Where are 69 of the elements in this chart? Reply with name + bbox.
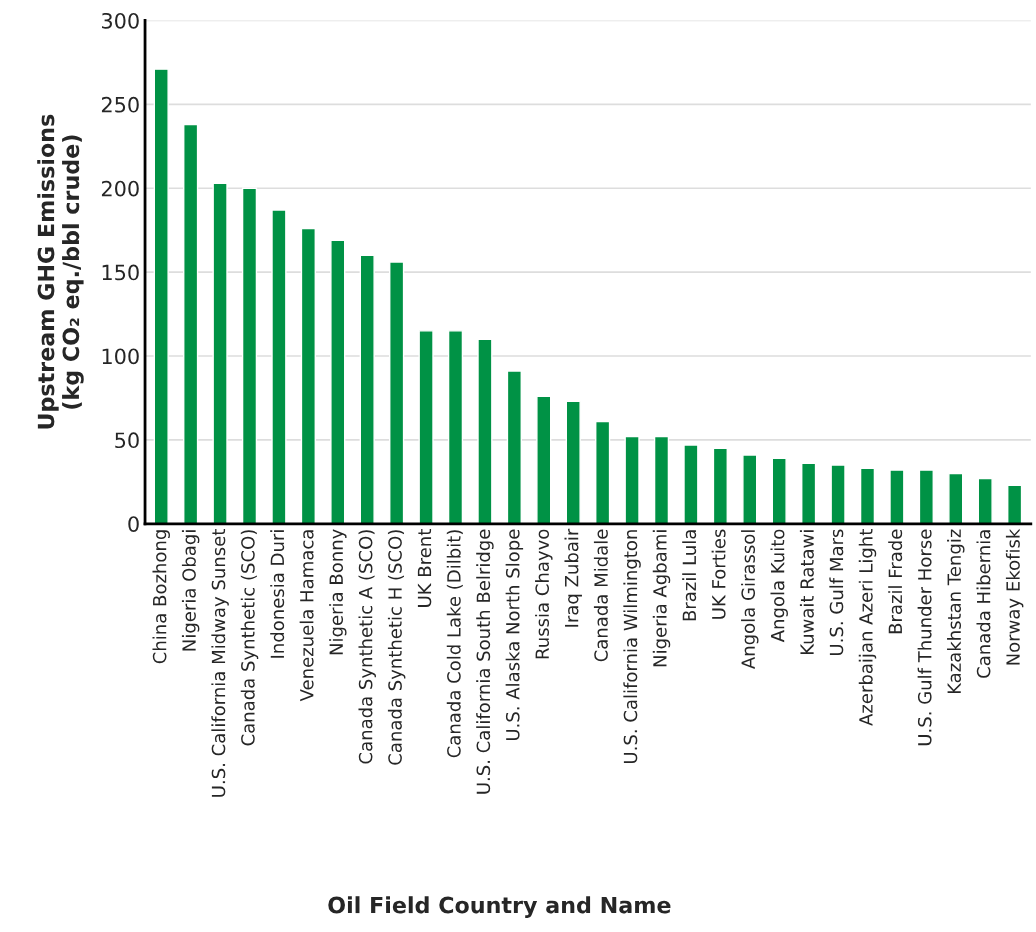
- x-tick-label: Kuwait Ratawi: [799, 530, 814, 655]
- bar: [536, 395, 552, 524]
- x-tick-label: Nigeria Obagi: [181, 530, 200, 651]
- x-tick-label: Brazil Frade: [888, 529, 903, 634]
- x-tick-label: Canada Synthetic H (SCO): [387, 530, 406, 765]
- x-tick-label: Angola Kuito: [770, 529, 788, 643]
- bar: [271, 209, 287, 524]
- bar: [918, 469, 934, 524]
- bar: [153, 68, 169, 524]
- bar: [948, 472, 964, 524]
- bar: [801, 462, 817, 524]
- y-axis-title: Upstream GHG Emissions (kg CO₂ eq./bbl crude): [37, 114, 84, 429]
- x-tick-label: Russia Chayvo: [535, 529, 553, 659]
- bar: [241, 187, 258, 524]
- bar: [653, 435, 670, 524]
- x-tick-label: U.S. Gulf Thunder Horse: [917, 529, 932, 746]
- x-tick-label: Kazakhstan Tengiz: [947, 529, 965, 694]
- x-tick-label: Indonesia Duri: [270, 530, 285, 658]
- x-tick-label: Azerbaijan Azeri Light: [858, 529, 877, 726]
- x-tick-label: Nigeria Agbami: [652, 530, 671, 667]
- x-tick-label: Venezuela Hamaca: [299, 530, 314, 702]
- x-tick-label: U.S. California Wilmington: [623, 530, 641, 763]
- bar: [624, 435, 640, 524]
- bar: [389, 261, 405, 524]
- y-tick-label: 300: [102, 12, 139, 29]
- bar: [683, 444, 699, 524]
- bar: [859, 467, 876, 524]
- x-tick-label: U.S. Gulf Mars: [829, 529, 844, 655]
- bar: [447, 330, 464, 524]
- bar: [712, 447, 728, 524]
- y-tick-label: 50: [115, 432, 139, 449]
- y-tick-label: 150: [102, 264, 139, 281]
- bar: [771, 457, 787, 524]
- bar: [359, 254, 375, 524]
- bar: [830, 464, 846, 524]
- bar: [212, 182, 228, 524]
- bar: [742, 454, 758, 524]
- bar: [595, 420, 611, 524]
- y-tick-label: 250: [101, 96, 139, 113]
- x-tick-label: Canada Synthetic A (SCO): [358, 530, 376, 764]
- y-tick-label: 200: [101, 180, 139, 197]
- x-tick-label: UK Forties: [711, 529, 726, 619]
- x-tick-label: Brazil Lula: [682, 530, 697, 621]
- x-tick-label: Canada Synthetic (SCO): [240, 530, 259, 746]
- bar: [565, 400, 581, 524]
- x-axis-title: Oil Field Country and Name: [328, 896, 671, 918]
- bar: [330, 239, 346, 524]
- x-tick-label: Canada Midale: [593, 529, 608, 662]
- x-tick-label: Angola Girassol: [741, 530, 759, 669]
- y-tick-label: 0: [128, 516, 139, 532]
- bar: [977, 477, 993, 524]
- bar: [1007, 484, 1023, 524]
- y-tick-label: 100: [102, 348, 139, 365]
- x-tick-label: Canada Cold Lake (Dilbit): [446, 530, 463, 758]
- bar: [889, 469, 905, 524]
- x-tick-label: U.S. California Midway Sunset: [211, 529, 229, 797]
- x-tick-label: Nigeria Bonny: [329, 529, 347, 655]
- bar: [418, 330, 434, 524]
- bar: [477, 338, 493, 524]
- bar: [183, 123, 199, 524]
- bar: [506, 370, 522, 524]
- x-tick-label: Canada Hibernia: [976, 530, 991, 678]
- x-tick-label: U.S. Alaska North Slope: [505, 529, 524, 741]
- x-tick-label: UK Brent: [417, 529, 432, 607]
- x-tick-label: Norway Ekofisk: [1005, 528, 1024, 665]
- x-tick-label: U.S. California South Belridge: [476, 529, 494, 794]
- x-tick-label: China Bozhong: [152, 530, 170, 664]
- x-tick-label: Iraq Zubair: [564, 528, 582, 627]
- bar: [300, 227, 316, 524]
